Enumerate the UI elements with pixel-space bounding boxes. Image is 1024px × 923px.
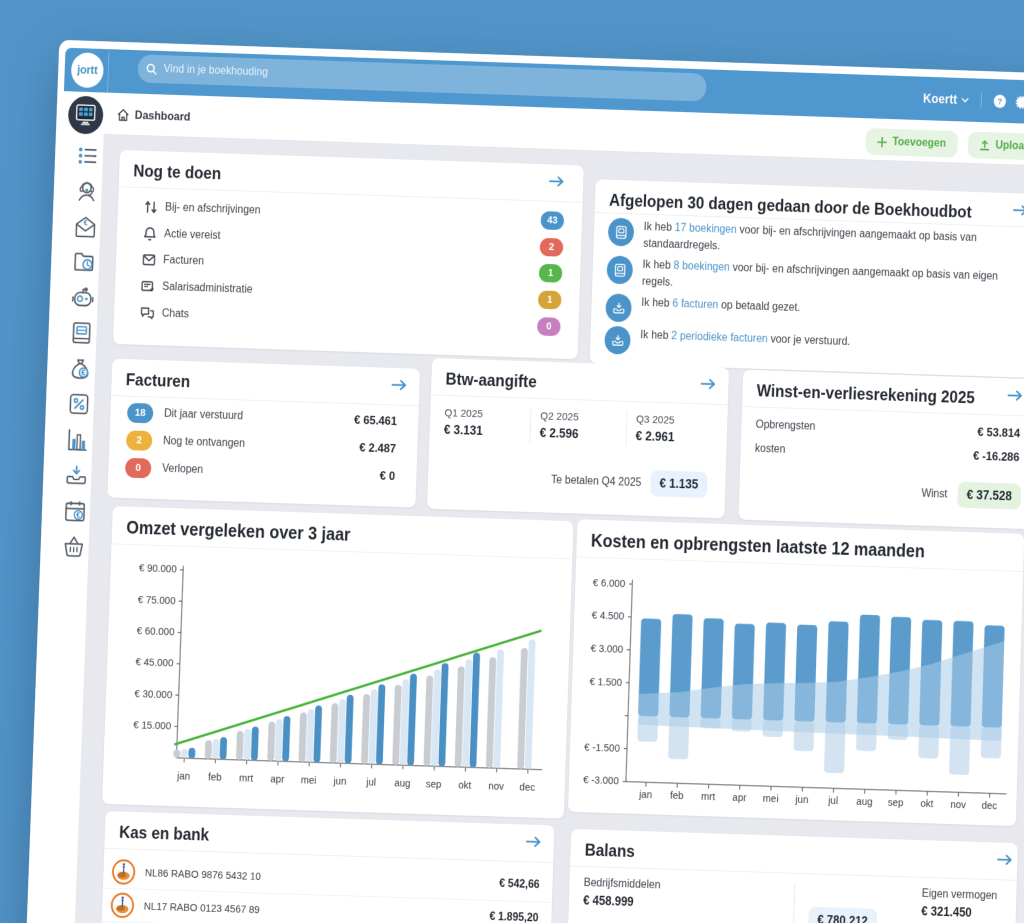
svg-text:jan: jan: [176, 771, 190, 783]
svg-text:€ 1.500: € 1.500: [589, 676, 622, 689]
svg-text:aug: aug: [394, 778, 411, 790]
svg-text:€ 6.000: € 6.000: [593, 578, 626, 591]
svg-text:okt: okt: [920, 798, 933, 810]
svg-text:€: €: [76, 510, 80, 520]
svg-text:mei: mei: [763, 793, 779, 805]
svg-text:sep: sep: [888, 797, 904, 809]
svg-text:€ 3.000: € 3.000: [591, 643, 624, 656]
svg-text:€ 30.000: € 30.000: [134, 688, 173, 701]
svg-text:okt: okt: [458, 780, 472, 792]
svg-text:€ 90.000: € 90.000: [139, 563, 178, 576]
svg-text:feb: feb: [670, 790, 684, 802]
svg-text:€ 60.000: € 60.000: [136, 626, 175, 639]
svg-text:jul: jul: [827, 795, 838, 807]
svg-text:€ 4.500: € 4.500: [592, 610, 625, 623]
svg-text:dec: dec: [519, 782, 535, 794]
svg-text:nov: nov: [950, 799, 967, 811]
svg-text:sep: sep: [426, 779, 442, 791]
svg-text:€: €: [81, 368, 86, 378]
svg-text:aug: aug: [856, 796, 873, 808]
svg-text:dec: dec: [981, 800, 997, 812]
svg-text:€ -1.500: € -1.500: [584, 742, 620, 755]
svg-text:€ 75.000: € 75.000: [138, 595, 177, 608]
svg-text:€ 15.000: € 15.000: [133, 720, 172, 733]
svg-text:jun: jun: [332, 776, 346, 788]
svg-text:apr: apr: [732, 792, 747, 804]
svg-text:nov: nov: [488, 781, 505, 793]
svg-text:jun: jun: [794, 794, 808, 806]
svg-text:?: ?: [997, 97, 1002, 107]
svg-text:mrt: mrt: [701, 791, 716, 803]
svg-text:apr: apr: [270, 774, 285, 786]
svg-text:€: €: [83, 218, 87, 228]
svg-text:mei: mei: [301, 775, 317, 787]
svg-text:jan: jan: [638, 789, 652, 801]
svg-text:jul: jul: [365, 777, 376, 789]
svg-text:€ 45.000: € 45.000: [135, 657, 174, 670]
svg-text:feb: feb: [208, 772, 222, 784]
svg-text:€ -3.000: € -3.000: [583, 775, 619, 788]
svg-text:mrt: mrt: [239, 773, 254, 785]
